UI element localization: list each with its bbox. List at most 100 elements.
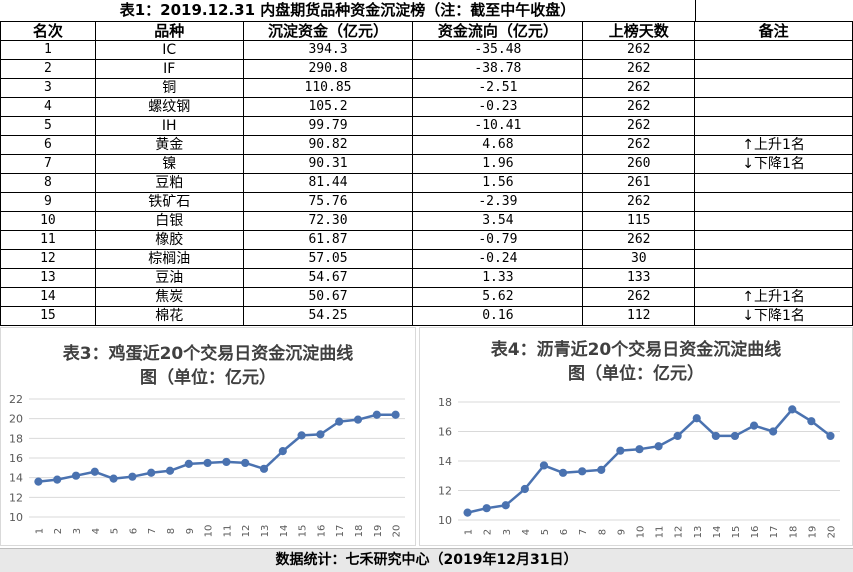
cell-variety[interactable]: 黄金 bbox=[94, 135, 244, 155]
cell-variety[interactable]: 铁矿石 bbox=[94, 192, 244, 212]
cell-days[interactable]: 262 bbox=[582, 135, 696, 155]
cell-days[interactable]: 262 bbox=[582, 192, 696, 212]
cell-deposit[interactable]: 90.82 bbox=[242, 135, 414, 155]
cell-deposit[interactable]: 99.79 bbox=[242, 116, 414, 136]
header-note[interactable]: 备注 bbox=[694, 21, 853, 41]
cell-rank[interactable]: 10 bbox=[0, 211, 96, 231]
asphalt-chart-panel[interactable]: 表4：沥青近20个交易日资金沉淀曲线 图（单位：亿元） 10 12 14 16 18 1 2… bbox=[419, 327, 853, 546]
cell-deposit[interactable]: 54.25 bbox=[242, 306, 414, 326]
cell-deposit[interactable]: 75.76 bbox=[242, 192, 414, 212]
cell-deposit[interactable]: 81.44 bbox=[242, 173, 414, 193]
table-row: 4 螺纹钢 105.2 -0.23 262 bbox=[0, 97, 853, 117]
cell-deposit[interactable]: 110.85 bbox=[242, 78, 414, 98]
cell-deposit[interactable]: 90.31 bbox=[242, 154, 414, 174]
cell-note[interactable]: ↓下降1名 bbox=[694, 306, 853, 326]
cell-days[interactable]: 262 bbox=[582, 59, 696, 79]
cell-rank[interactable]: 12 bbox=[0, 249, 96, 269]
cell-days[interactable]: 262 bbox=[582, 97, 696, 117]
cell-deposit[interactable]: 50.67 bbox=[242, 287, 414, 307]
cell-days[interactable]: 262 bbox=[582, 78, 696, 98]
cell-note[interactable]: ↑上升1名 bbox=[694, 135, 853, 155]
cell-note[interactable] bbox=[694, 211, 853, 231]
cell-days[interactable]: 262 bbox=[582, 287, 696, 307]
cell-flow[interactable]: -10.41 bbox=[412, 116, 584, 136]
cell-note[interactable] bbox=[694, 97, 853, 117]
cell-variety[interactable]: 螺纹钢 bbox=[94, 97, 244, 117]
cell-variety[interactable]: IC bbox=[94, 40, 244, 60]
cell-variety[interactable]: IH bbox=[94, 116, 244, 136]
cell-rank[interactable]: 14 bbox=[0, 287, 96, 307]
cell-note[interactable] bbox=[694, 173, 853, 193]
cell-rank[interactable]: 3 bbox=[0, 78, 96, 98]
header-flow[interactable]: 资金流向（亿元） bbox=[412, 21, 584, 41]
cell-deposit[interactable]: 57.05 bbox=[242, 249, 414, 269]
cell-variety[interactable]: 橡胶 bbox=[94, 230, 244, 250]
cell-days[interactable]: 262 bbox=[582, 40, 696, 60]
cell-variety[interactable]: 镍 bbox=[94, 154, 244, 174]
cell-flow[interactable]: 1.96 bbox=[412, 154, 584, 174]
cell-note[interactable]: ↑上升1名 bbox=[694, 287, 853, 307]
table-title-empty-cell[interactable] bbox=[695, 0, 853, 21]
cell-rank[interactable]: 13 bbox=[0, 268, 96, 288]
cell-rank[interactable]: 8 bbox=[0, 173, 96, 193]
cell-note[interactable] bbox=[694, 249, 853, 269]
cell-rank[interactable]: 9 bbox=[0, 192, 96, 212]
cell-flow[interactable]: -2.51 bbox=[412, 78, 584, 98]
cell-note[interactable] bbox=[694, 116, 853, 136]
cell-deposit[interactable]: 394.3 bbox=[242, 40, 414, 60]
cell-note[interactable] bbox=[694, 230, 853, 250]
cell-flow[interactable]: -0.24 bbox=[412, 249, 584, 269]
cell-flow[interactable]: 0.16 bbox=[412, 306, 584, 326]
cell-deposit[interactable]: 105.2 bbox=[242, 97, 414, 117]
cell-days[interactable]: 133 bbox=[582, 268, 696, 288]
cell-flow[interactable]: 1.33 bbox=[412, 268, 584, 288]
cell-rank[interactable]: 7 bbox=[0, 154, 96, 174]
cell-flow[interactable]: -38.78 bbox=[412, 59, 584, 79]
cell-variety[interactable]: IF bbox=[94, 59, 244, 79]
header-days[interactable]: 上榜天数 bbox=[582, 21, 696, 41]
cell-note[interactable] bbox=[694, 268, 853, 288]
cell-note[interactable] bbox=[694, 40, 853, 60]
cell-note[interactable] bbox=[694, 59, 853, 79]
cell-rank[interactable]: 15 bbox=[0, 306, 96, 326]
cell-flow[interactable]: -35.48 bbox=[412, 40, 584, 60]
cell-note[interactable]: ↓下降1名 bbox=[694, 154, 853, 174]
cell-flow[interactable]: 5.62 bbox=[412, 287, 584, 307]
cell-flow[interactable]: 1.56 bbox=[412, 173, 584, 193]
cell-deposit[interactable]: 61.87 bbox=[242, 230, 414, 250]
header-rank[interactable]: 名次 bbox=[0, 21, 96, 41]
cell-days[interactable]: 115 bbox=[582, 211, 696, 231]
cell-days[interactable]: 262 bbox=[582, 116, 696, 136]
cell-variety[interactable]: 焦炭 bbox=[94, 287, 244, 307]
cell-days[interactable]: 262 bbox=[582, 230, 696, 250]
cell-rank[interactable]: 6 bbox=[0, 135, 96, 155]
cell-flow[interactable]: 3.54 bbox=[412, 211, 584, 231]
cell-rank[interactable]: 4 bbox=[0, 97, 96, 117]
cell-variety[interactable]: 豆油 bbox=[94, 268, 244, 288]
cell-rank[interactable]: 2 bbox=[0, 59, 96, 79]
header-deposit[interactable]: 沉淀资金（亿元） bbox=[242, 21, 414, 41]
cell-flow[interactable]: 4.68 bbox=[412, 135, 584, 155]
cell-variety[interactable]: 豆粕 bbox=[94, 173, 244, 193]
cell-variety[interactable]: 棕榈油 bbox=[94, 249, 244, 269]
cell-flow[interactable]: -2.39 bbox=[412, 192, 584, 212]
cell-days[interactable]: 260 bbox=[582, 154, 696, 174]
cell-note[interactable] bbox=[694, 192, 853, 212]
cell-rank[interactable]: 1 bbox=[0, 40, 96, 60]
egg-chart-panel[interactable]: 表3：鸡蛋近20个交易日资金沉淀曲线 图（单位：亿元） 10 12 14 16 18 20… bbox=[0, 327, 416, 546]
cell-note[interactable] bbox=[694, 78, 853, 98]
cell-variety[interactable]: 棉花 bbox=[94, 306, 244, 326]
header-variety[interactable]: 品种 bbox=[94, 21, 244, 41]
cell-days[interactable]: 30 bbox=[582, 249, 696, 269]
cell-days[interactable]: 261 bbox=[582, 173, 696, 193]
cell-variety[interactable]: 铜 bbox=[94, 78, 244, 98]
cell-flow[interactable]: -0.79 bbox=[412, 230, 584, 250]
cell-rank[interactable]: 5 bbox=[0, 116, 96, 136]
cell-days[interactable]: 112 bbox=[582, 306, 696, 326]
cell-variety[interactable]: 白银 bbox=[94, 211, 244, 231]
cell-rank[interactable]: 11 bbox=[0, 230, 96, 250]
cell-deposit[interactable]: 72.30 bbox=[242, 211, 414, 231]
cell-deposit[interactable]: 290.8 bbox=[242, 59, 414, 79]
cell-deposit[interactable]: 54.67 bbox=[242, 268, 414, 288]
cell-flow[interactable]: -0.23 bbox=[412, 97, 584, 117]
